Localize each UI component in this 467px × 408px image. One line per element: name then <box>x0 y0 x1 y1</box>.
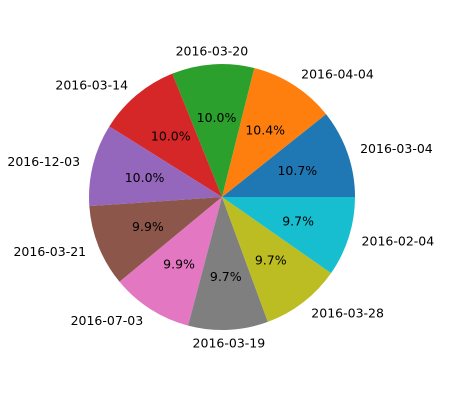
percentage-labels: 10.7% 10.4% 10.0% 10.0% 10.0% 9.9% 9.9% 9.7% 9.7… <box>125 110 318 284</box>
slice-label-2016-07-03: 2016-07-03 <box>71 313 144 328</box>
pct-label-2016-03-20: 10.0% <box>197 110 237 125</box>
slice-label-2016-12-03: 2016-12-03 <box>7 154 80 169</box>
pct-label-2016-04-04: 10.4% <box>245 122 285 137</box>
pct-label-2016-03-04: 10.7% <box>277 163 317 178</box>
slice-label-2016-03-14: 2016-03-14 <box>55 77 128 92</box>
pct-label-2016-03-19: 9.7% <box>210 269 242 284</box>
pie-slice-2016-02-04 <box>222 197 355 274</box>
slice-label-2016-03-28: 2016-03-28 <box>311 305 384 320</box>
slice-label-2016-03-04: 2016-03-04 <box>360 141 433 156</box>
slice-label-2016-03-20: 2016-03-20 <box>176 44 249 59</box>
pie-slice-2016-03-20 <box>172 63 255 197</box>
pct-label-2016-02-04: 9.7% <box>282 213 314 228</box>
pct-label-2016-03-14: 10.0% <box>151 128 191 143</box>
pie-slice-2016-04-04 <box>222 67 327 197</box>
slice-label-2016-03-21: 2016-03-21 <box>13 244 86 259</box>
pct-label-2016-12-03: 10.0% <box>125 170 165 185</box>
pie-slice-2016-07-03 <box>119 197 222 326</box>
pie-slice-2016-03-21 <box>89 197 222 282</box>
slice-label-2016-04-04: 2016-04-04 <box>301 66 374 81</box>
pct-label-2016-03-28: 9.7% <box>255 253 287 268</box>
pie-slice-2016-03-19 <box>188 197 268 330</box>
slice-label-2016-03-19: 2016-03-19 <box>193 336 266 351</box>
pie-slice-2016-03-04 <box>222 114 355 197</box>
pct-label-2016-07-03: 9.9% <box>163 257 195 272</box>
pie-slice-2016-03-28 <box>222 197 332 322</box>
slice-label-2016-02-04: 2016-02-04 <box>362 233 435 248</box>
pie-slice-2016-12-03 <box>89 126 222 207</box>
pct-label-2016-03-21: 9.9% <box>132 219 164 234</box>
pie-slice-2016-03-14 <box>109 73 222 197</box>
category-labels: 2016-03-04 2016-04-04 2016-03-20 2016-03-14… <box>7 44 434 351</box>
pie-slices <box>89 63 355 330</box>
